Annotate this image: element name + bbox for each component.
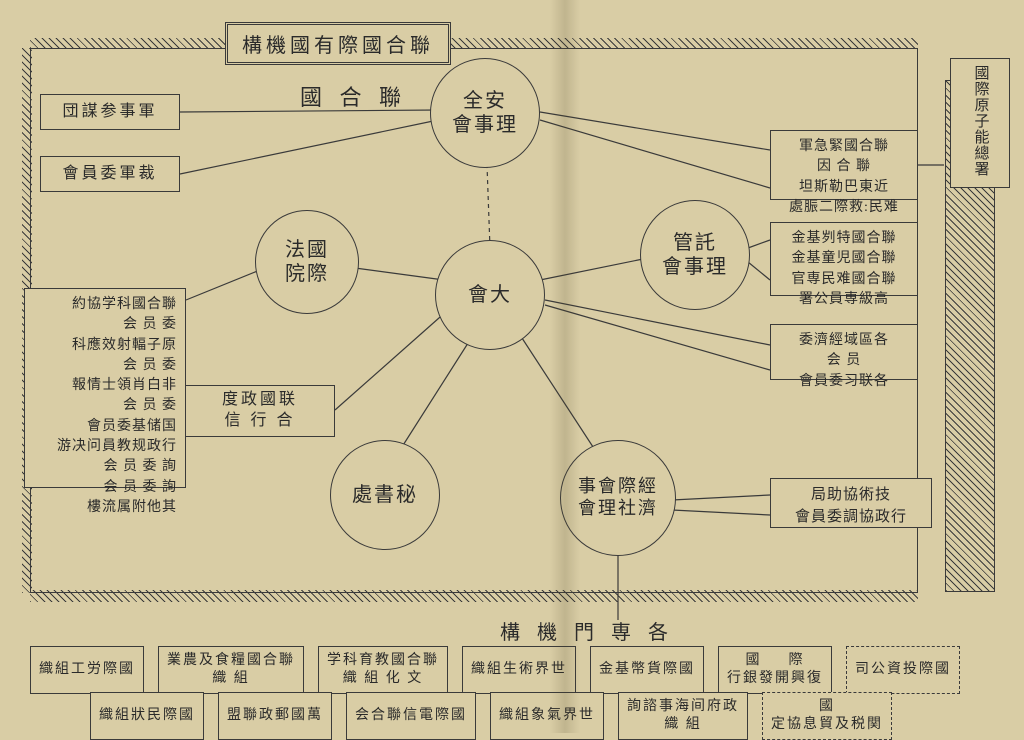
node-trusteeship-council: 管託 會事理 bbox=[640, 200, 750, 310]
node-general-assembly: 會大 bbox=[435, 240, 545, 350]
agency-label: 織組象氣界世 bbox=[499, 707, 595, 725]
hatch-top bbox=[30, 38, 918, 48]
right-panel-text: 國際原子能總署 bbox=[970, 65, 991, 181]
agency-label: 司公資投際國 bbox=[855, 661, 951, 679]
box-right-tech-assist: 局助協術技 會員委調協政行 bbox=[770, 478, 932, 528]
box-right-emergency: 軍急緊國合聯 因 合 聯 坦斯勒巴東近 處脤二際救:民难 bbox=[770, 130, 918, 200]
node-secretariat: 處書秘 bbox=[330, 440, 440, 550]
node-label: 全安 會事理 bbox=[452, 89, 518, 137]
agency-label: 織組工労際國 bbox=[39, 661, 135, 679]
node-trust-system: 度政國联 信 行 合 bbox=[185, 385, 335, 437]
node-label: 處書秘 bbox=[352, 483, 418, 507]
node-label: 會大 bbox=[468, 283, 512, 307]
node-security-council: 全安 會事理 bbox=[430, 58, 540, 168]
box-military-staff: 団謀参事軍 bbox=[40, 94, 180, 130]
box-right-funds: 金基刿特國合聯 金基童児國合聯 官専民难國合聯 署公員専級高 bbox=[770, 222, 918, 296]
box-right-regional: 委濟經域區各 会 员 會員委习联各 bbox=[770, 324, 918, 380]
node-label: 事會際經 會理社濟 bbox=[578, 476, 658, 519]
right-panel-iaea: 國際原子能總署 bbox=[950, 58, 1010, 188]
agency-box: 学科育教國合聯 織 組 化 文 bbox=[318, 646, 448, 694]
agency-label: 金基幣貨際國 bbox=[599, 661, 695, 679]
agency-label: 詢諮事海间府政 織 組 bbox=[627, 698, 739, 734]
agency-label: 織組狀民際國 bbox=[99, 707, 195, 725]
label-specialized-agencies: 構 機 門 専 各 bbox=[500, 616, 674, 645]
agency-label: 盟聯政郵國萬 bbox=[227, 707, 323, 725]
agency-box: 業農及食糧國合聯 織 組 bbox=[158, 646, 304, 694]
node-label: 法國 院際 bbox=[285, 238, 329, 286]
box-disarmament-committee: 會員委軍裁 bbox=[40, 156, 180, 192]
agency-box: 織組生術界世 bbox=[462, 646, 576, 694]
page: 構機國有際國合聯 國 合 聯 國際原子能總署 bbox=[0, 0, 1024, 733]
agency-box: 金基幣貨際國 bbox=[590, 646, 704, 694]
agency-label: 業農及食糧國合聯 織 組 bbox=[167, 652, 295, 688]
agency-box: 織組工労際國 bbox=[30, 646, 144, 694]
node-ecosoc: 事會際經 會理社濟 bbox=[560, 440, 676, 556]
diagram-title: 構機國有際國合聯 bbox=[225, 22, 451, 65]
node-label: 管託 會事理 bbox=[662, 231, 728, 279]
agency-label: 学科育教國合聯 織 組 化 文 bbox=[327, 652, 439, 688]
agency-box: 司公資投際國 bbox=[846, 646, 960, 694]
box-label: 會員委軍裁 bbox=[62, 164, 157, 185]
list-left-committees: 約協学科國合聯 会 员 委 科應效射輻子原 会 员 委 報情士領肖白非 会 员 … bbox=[24, 288, 186, 488]
agency-label: 國 際 行銀發開興復 bbox=[727, 652, 823, 688]
label-union: 國 合 聯 bbox=[300, 80, 407, 112]
box-label: 団謀参事軍 bbox=[62, 102, 157, 123]
agency-label: 会合聯信電際國 bbox=[355, 707, 467, 725]
node-intl-court: 法國 院際 bbox=[255, 210, 359, 314]
node-label: 度政國联 信 行 合 bbox=[222, 390, 298, 432]
bottom-row-1: 織組工労際國 業農及食糧國合聯 織 組学科育教國合聯 織 組 化 文 織組生術界世 金… bbox=[30, 646, 1000, 694]
agency-label: 織組生術界世 bbox=[471, 661, 567, 679]
agency-box: 國 際 行銀發開興復 bbox=[718, 646, 832, 694]
agency-label: 國 定協息貿及税関 bbox=[771, 698, 883, 734]
